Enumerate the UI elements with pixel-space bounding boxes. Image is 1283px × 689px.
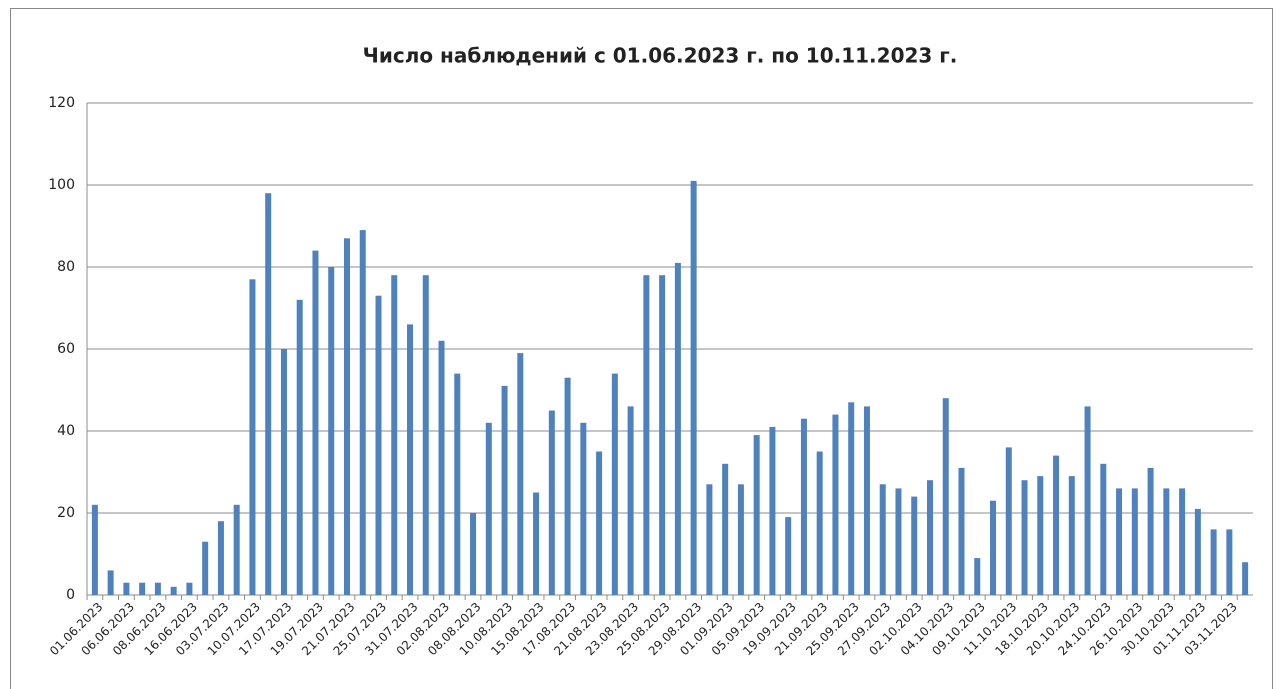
bar: [470, 513, 477, 595]
bar: [548, 410, 555, 595]
bar: [863, 406, 870, 595]
y-tick-label: 120: [48, 95, 75, 111]
bar: [596, 451, 603, 595]
bar: [706, 484, 713, 595]
bar: [485, 422, 492, 595]
bar: [154, 582, 161, 595]
bar: [312, 250, 319, 595]
bar: [1131, 488, 1138, 595]
bar: [407, 324, 414, 595]
bar: [737, 484, 744, 595]
bar: [391, 275, 398, 595]
bar: [895, 488, 902, 595]
bar: [564, 377, 571, 595]
bar: [1210, 529, 1217, 595]
bar: [627, 406, 634, 595]
bar: [1053, 455, 1060, 595]
bar: [501, 385, 508, 595]
bar: [611, 373, 618, 595]
bar: [265, 193, 272, 595]
bar: [942, 398, 949, 595]
bar: [139, 582, 146, 595]
y-tick-label: 60: [57, 341, 75, 357]
bar: [643, 275, 650, 595]
bar: [1147, 467, 1154, 595]
bar: [280, 349, 287, 595]
bar: [1194, 508, 1201, 595]
bar: [296, 299, 303, 595]
y-tick-label: 20: [57, 505, 75, 521]
bar: [1163, 488, 1170, 595]
bar: [911, 496, 918, 595]
bar: [1005, 447, 1012, 595]
bar: [202, 541, 209, 595]
bar: [454, 373, 461, 595]
bar: [517, 353, 524, 595]
bar: [659, 275, 666, 595]
bar: [328, 267, 335, 595]
bar: [580, 422, 587, 595]
bar: [438, 340, 445, 595]
bar: [974, 558, 981, 595]
bar: [800, 418, 807, 595]
bar: [816, 451, 823, 595]
bar: [769, 426, 776, 595]
bar: [107, 570, 114, 595]
y-tick-label: 40: [57, 423, 75, 439]
bar: [753, 435, 760, 595]
bar: [926, 480, 933, 595]
bar: [1068, 476, 1075, 595]
bar: [422, 275, 429, 595]
bar: [848, 402, 855, 595]
y-tick-label: 100: [48, 177, 75, 193]
bar: [375, 295, 382, 595]
bar: [186, 582, 193, 595]
bar: [690, 180, 697, 595]
bar: [1242, 562, 1249, 595]
bar: [1037, 476, 1044, 595]
bar: [958, 467, 965, 595]
y-tick-label: 80: [57, 259, 75, 275]
bar: [1084, 406, 1091, 595]
bar: [533, 492, 540, 595]
bar: [233, 504, 240, 595]
y-tick-label: 0: [66, 587, 75, 603]
bar: [217, 521, 224, 595]
bar: [879, 484, 886, 595]
bar: [785, 517, 792, 595]
bar: [123, 582, 130, 595]
bar: [359, 230, 366, 595]
bar: [91, 504, 98, 595]
bar: [990, 500, 997, 595]
bar: [722, 463, 729, 595]
bar: [249, 279, 256, 595]
bar: [1226, 529, 1233, 595]
bar: [1021, 480, 1028, 595]
bar: [674, 262, 681, 595]
chart-title: Число наблюдений с 01.06.2023 г. по 10.1…: [363, 44, 958, 68]
bar: [832, 414, 839, 595]
bar: [343, 238, 350, 596]
bar: [1116, 488, 1123, 595]
bar: [1179, 488, 1186, 595]
bar: [170, 586, 177, 595]
bar: [1100, 463, 1107, 595]
